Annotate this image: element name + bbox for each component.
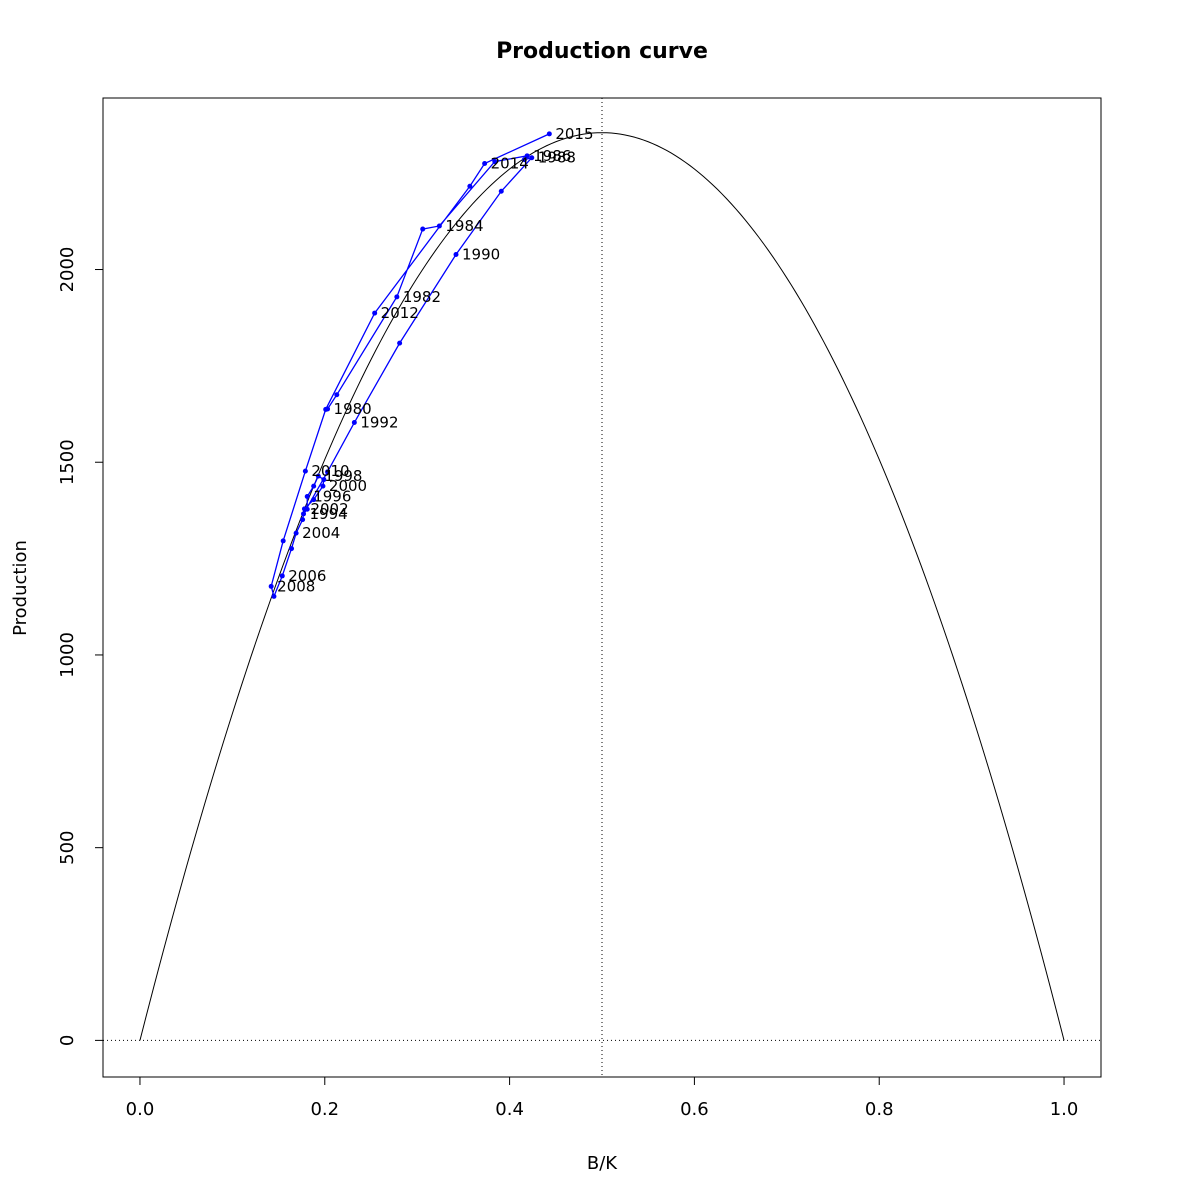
data-point-1992 (351, 420, 357, 426)
data-point-1991 (397, 340, 403, 346)
point-label-1980: 1980 (334, 400, 372, 418)
data-point-1994 (301, 511, 307, 517)
point-label-1994: 1994 (310, 505, 348, 523)
observed-trajectory-line (270, 133, 550, 599)
data-point-2006 (279, 573, 285, 579)
point-label-2004: 2004 (302, 524, 340, 542)
y-tick-label: 500 (57, 830, 78, 864)
data-point-2005 (289, 546, 295, 552)
model-production-curve (139, 132, 1065, 1041)
data-point-2014 (482, 161, 488, 167)
point-label-1990: 1990 (462, 245, 500, 263)
data-point-1989 (498, 188, 504, 194)
point-label-1996: 1996 (313, 488, 351, 506)
point-label-2008: 2008 (277, 577, 315, 595)
point-label-2002: 2002 (310, 500, 348, 518)
data-point-2003 (300, 517, 306, 523)
y-tick-label: 1000 (57, 632, 78, 678)
point-label-2012: 2012 (381, 304, 419, 322)
point-label-2000: 2000 (329, 477, 367, 495)
data-point-1984 (436, 223, 442, 229)
x-axis: 0.0 0.2 0.4 0.6 0.8 1.0 (126, 1076, 1079, 1120)
chart-title: Production curve (496, 39, 708, 64)
point-label-1998: 1998 (324, 467, 362, 485)
x-tick-label: 0.8 (865, 1099, 894, 1120)
y-tick-label: 2000 (57, 247, 78, 293)
point-label-1984: 1984 (445, 217, 483, 235)
point-label-1988: 1988 (538, 149, 576, 167)
point-label-2015: 2015 (555, 125, 593, 143)
x-tick-label: 0.2 (310, 1099, 339, 1120)
data-point-2000 (320, 483, 326, 489)
y-tick-label: 0 (57, 1035, 78, 1046)
data-point-2007 (271, 593, 277, 599)
data-point-1999 (321, 477, 327, 483)
data-point-1997 (311, 483, 317, 489)
x-tick-label: 0.0 (126, 1099, 155, 1120)
data-point-2002 (301, 506, 307, 512)
data-point-2001 (311, 497, 317, 503)
y-axis: 0 500 1000 1500 2000 (57, 247, 104, 1046)
data-point-1981 (334, 392, 340, 398)
data-point-1990 (453, 251, 459, 257)
data-point-2009 (280, 538, 286, 544)
y-tick-label: 1500 (57, 439, 78, 485)
x-tick-label: 0.4 (495, 1099, 524, 1120)
x-tick-label: 1.0 (1050, 1099, 1079, 1120)
x-tick-label: 0.6 (680, 1099, 709, 1120)
data-point-1998 (315, 473, 321, 479)
point-label-2014: 2014 (491, 155, 529, 173)
point-label-1982: 1982 (403, 288, 441, 306)
data-point-2008 (268, 583, 274, 589)
data-point-2012 (372, 310, 378, 316)
point-label-2010: 2010 (311, 462, 349, 480)
data-point-1986 (524, 153, 530, 159)
y-axis-label: Production (10, 540, 31, 636)
data-point-2010 (302, 468, 308, 474)
plot-area: 1980198219841986198819901992199419961998… (103, 98, 1101, 1077)
data-point-2011 (323, 406, 329, 412)
point-label-1992: 1992 (360, 414, 398, 432)
point-label-2006: 2006 (288, 567, 326, 585)
data-point-1988 (529, 155, 535, 161)
data-point-1993 (325, 469, 331, 475)
data-point-1985 (492, 159, 498, 165)
data-point-2013 (467, 183, 473, 189)
data-point-2004 (293, 530, 299, 536)
data-point-1983 (420, 226, 426, 232)
data-point-1987 (521, 157, 527, 163)
data-point-1996 (304, 494, 310, 500)
data-point-2015 (546, 131, 552, 137)
x-axis-label: B/K (587, 1153, 618, 1174)
data-point-1982 (394, 294, 400, 300)
point-label-1986: 1986 (533, 147, 571, 165)
